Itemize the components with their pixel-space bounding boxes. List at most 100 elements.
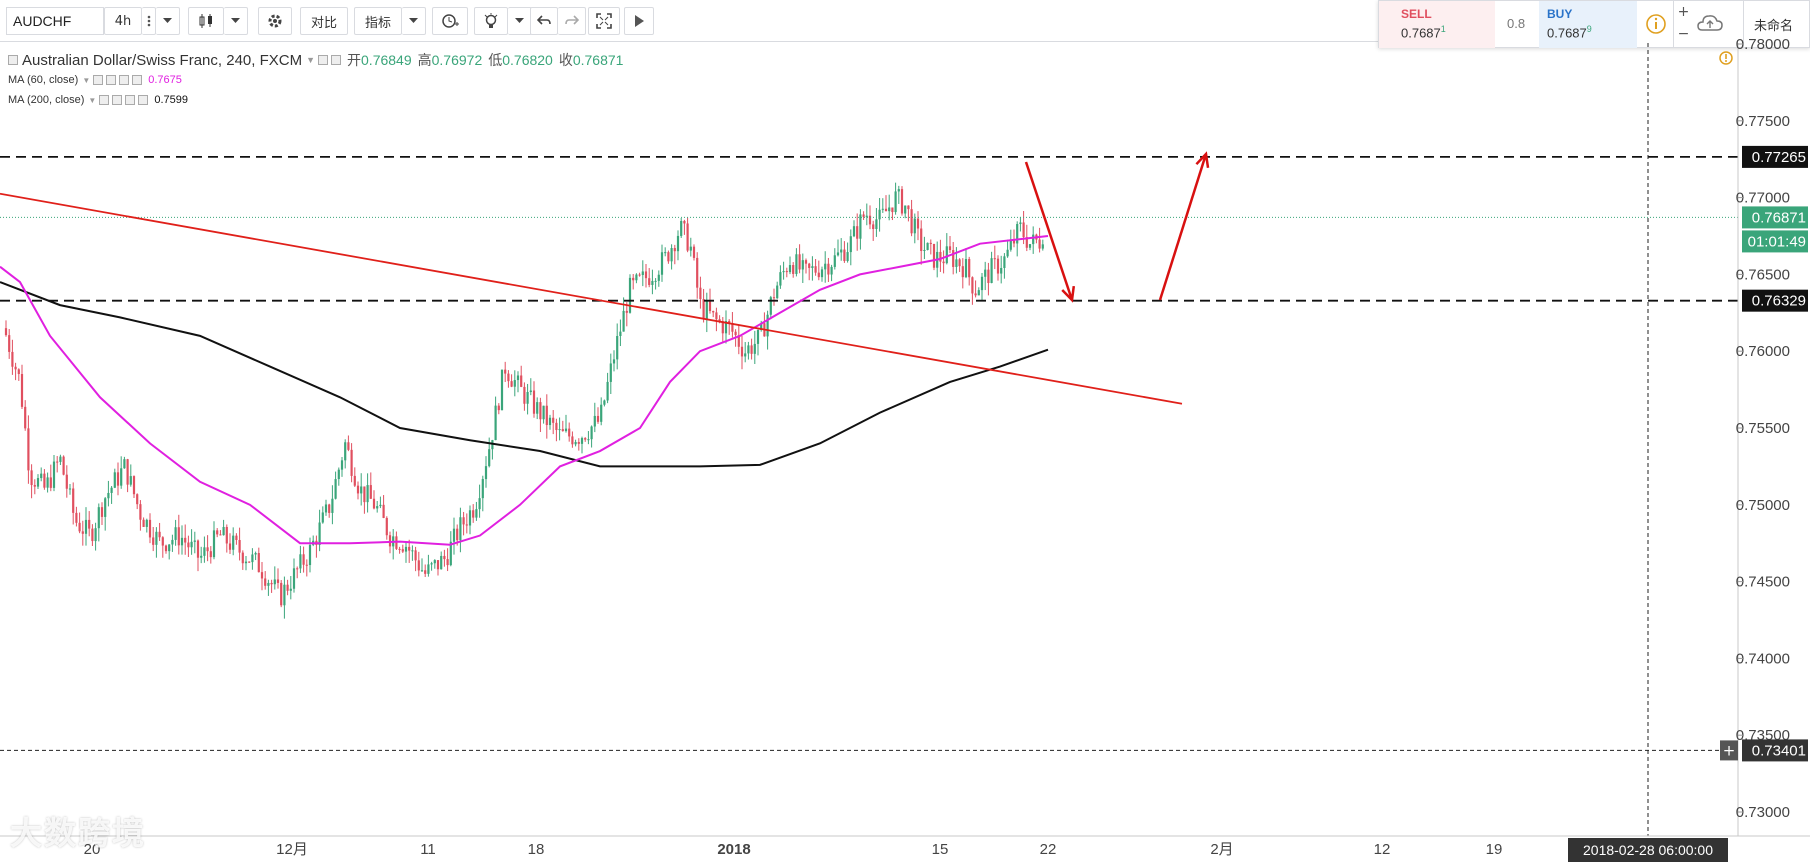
candle-body — [465, 524, 468, 526]
gear-icon[interactable] — [258, 7, 292, 35]
candle-body — [248, 561, 251, 563]
close-icon[interactable] — [132, 75, 143, 85]
chevron-down-icon[interactable] — [156, 7, 180, 35]
candle-body — [670, 248, 673, 262]
candle-body — [622, 310, 625, 332]
candle-body — [14, 366, 17, 370]
candle-body — [392, 536, 395, 547]
chevron-down-icon[interactable] — [402, 7, 426, 35]
time-ticks: 20 12月 11 18 2018 15 22 2月 12 19 — [84, 841, 1503, 858]
settings-icon[interactable] — [331, 55, 342, 65]
interval-menu-icon[interactable] — [142, 7, 156, 35]
candle-body — [100, 507, 104, 517]
play-icon[interactable] — [624, 7, 654, 35]
candle-body — [491, 440, 494, 450]
candle-body — [664, 252, 667, 254]
close-icon[interactable] — [138, 95, 149, 105]
price-tick-label: 0.75000 — [1736, 497, 1790, 514]
candle-body — [225, 526, 228, 544]
compare-button[interactable]: 对比 — [300, 7, 348, 35]
candle-body — [545, 405, 548, 426]
eye-icon[interactable] — [99, 95, 110, 105]
lightbulb-icon[interactable] — [474, 7, 508, 35]
candle-body — [472, 510, 475, 518]
candle-body — [136, 494, 139, 505]
chevron-down-icon[interactable]: ▼ — [88, 95, 97, 105]
candle-body — [798, 254, 801, 270]
candle-body — [580, 438, 584, 444]
candles-icon[interactable] — [188, 7, 224, 35]
candle-body — [126, 459, 129, 485]
chevron-down-icon[interactable] — [508, 7, 532, 35]
candle-body — [251, 554, 254, 563]
candle-body — [699, 287, 702, 300]
candle-body — [148, 519, 152, 538]
candle-body — [750, 345, 753, 354]
alert-icon[interactable] — [1718, 50, 1734, 70]
indicators-button[interactable]: 指标 — [354, 7, 402, 35]
chevron-down-icon[interactable]: ▼ — [82, 75, 91, 85]
price-tick-label: 0.74000 — [1736, 650, 1790, 667]
candle-body — [584, 438, 587, 440]
candle-body — [904, 205, 907, 214]
candle-body — [312, 540, 315, 545]
candle-body — [1012, 240, 1016, 244]
candle-body — [590, 426, 593, 440]
candle-body — [977, 290, 980, 296]
settings-icon[interactable] — [112, 95, 123, 105]
sell-button[interactable]: SELL 0.76871 — [1379, 1, 1495, 48]
candle-body — [107, 492, 110, 499]
candle-body — [568, 428, 571, 437]
chevron-down-icon[interactable]: ▼ — [306, 55, 316, 65]
undo-icon[interactable] — [530, 7, 558, 35]
symbol-input[interactable] — [6, 7, 104, 35]
eye-icon[interactable] — [318, 55, 329, 65]
candle-body — [683, 220, 686, 224]
last-price-tag: 0.76871 — [1752, 209, 1806, 226]
candle-body — [555, 422, 558, 431]
candle-body — [910, 209, 913, 234]
candle-body — [753, 343, 756, 354]
candle-body — [456, 528, 459, 541]
eye-icon[interactable] — [93, 75, 104, 85]
move-icon[interactable] — [119, 75, 130, 85]
candle-body — [606, 381, 609, 401]
candle-body — [219, 534, 222, 536]
redo-icon[interactable] — [558, 7, 586, 35]
move-icon[interactable] — [125, 95, 136, 105]
buy-button[interactable]: BUY 0.76879 — [1539, 1, 1637, 48]
candle-body — [206, 547, 209, 552]
candle-body — [414, 550, 417, 561]
info-icon[interactable] — [1645, 13, 1667, 39]
crosshair-price-tag-bg — [1742, 739, 1808, 762]
candle-body — [596, 415, 600, 422]
candle-body — [721, 321, 724, 334]
fullscreen-icon[interactable] — [588, 7, 620, 35]
candle-body — [72, 488, 75, 513]
candle-body — [833, 255, 836, 267]
time-tick-label: 19 — [1486, 841, 1503, 858]
candle-body — [1035, 234, 1038, 240]
chevron-down-icon[interactable] — [224, 7, 248, 35]
cloud-icon[interactable] — [1695, 13, 1723, 37]
ma60-label: MA (60, close) — [8, 74, 79, 86]
zoom-stepper[interactable]: + − — [1673, 1, 1693, 48]
candle-body — [1009, 240, 1012, 250]
countdown-tag: 01:01:49 — [1748, 233, 1806, 250]
candle-body — [462, 517, 465, 525]
collapse-icon[interactable] — [8, 55, 18, 65]
candle-body — [81, 531, 84, 534]
candle-body — [353, 475, 356, 486]
interval-button[interactable]: 4h — [104, 7, 142, 35]
candle-body — [593, 415, 596, 427]
candle-body — [641, 271, 644, 276]
candle-body — [203, 547, 206, 556]
candle-body — [376, 506, 379, 509]
layout-name-button[interactable]: 未命名 — [1743, 1, 1810, 48]
settings-icon[interactable] — [106, 75, 117, 85]
candle-body — [187, 542, 190, 548]
candle-body — [8, 335, 11, 352]
alert-clock-icon[interactable] — [432, 7, 468, 35]
candle-body — [520, 375, 523, 387]
